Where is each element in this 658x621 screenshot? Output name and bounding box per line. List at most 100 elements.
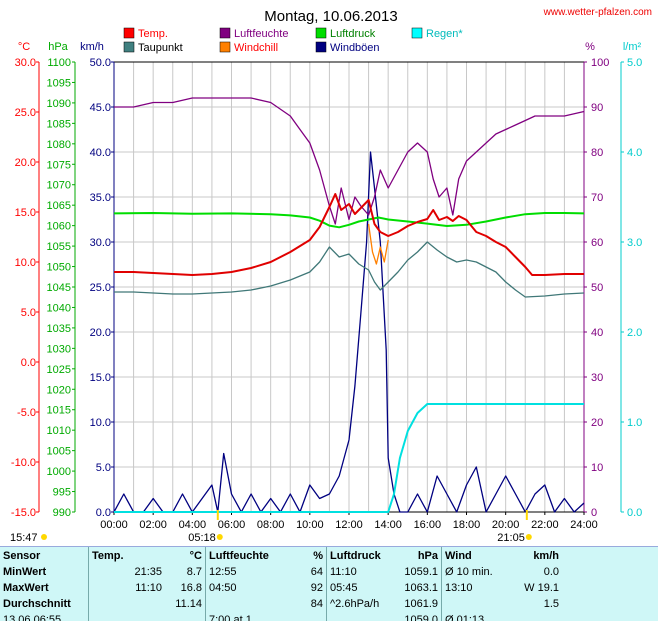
humidity-tick-label: 30 bbox=[591, 372, 603, 384]
wind-unit: km/h bbox=[80, 41, 104, 53]
series-windchill-line bbox=[367, 223, 389, 265]
pressure-tick-label: 1095 bbox=[47, 77, 71, 89]
series-windböen-line bbox=[113, 151, 585, 513]
temp-unit: °C bbox=[18, 41, 30, 53]
pressure-tick-label: 1040 bbox=[47, 302, 71, 314]
x-tick-label: 06:00 bbox=[218, 519, 246, 531]
statistics-panel: Sensor Temp. °C Luftfeuchte % Luftdruck … bbox=[0, 546, 658, 621]
stats-row-max: MaxWert 11:10 16.8 04:50 92 05:45 1063.1… bbox=[0, 580, 562, 596]
pressure-tick-label: 1050 bbox=[47, 262, 71, 274]
rain-axis: 5.0 4.0 3.0 2.0 1.0 0.0 l/m² bbox=[620, 41, 642, 519]
humidity-tick-label: 80 bbox=[591, 147, 603, 159]
x-tick-label: 18:00 bbox=[453, 519, 481, 531]
site-link[interactable]: www.wetter-pfalzen.com bbox=[543, 7, 652, 18]
stats-header-temp-unit: °C bbox=[189, 549, 202, 562]
pressure-tick-label: 995 bbox=[53, 487, 71, 499]
temp-tick-label: 0.0 bbox=[21, 357, 36, 369]
legend-label: Windböen bbox=[330, 42, 380, 54]
pressure-tick-label: 1060 bbox=[47, 221, 71, 233]
stats-cell bbox=[88, 612, 165, 621]
stats-cell: 1063.1 bbox=[404, 582, 438, 594]
legend-label: Windchill bbox=[234, 42, 278, 54]
legend-label: Luftdruck bbox=[330, 28, 376, 40]
temp-tick-label: -10.0 bbox=[11, 457, 36, 469]
rain-tick-label: 3.0 bbox=[627, 237, 642, 249]
legend-label: Temp. bbox=[138, 28, 168, 40]
stats-cell: 84 bbox=[310, 598, 323, 610]
stats-cell: 64 bbox=[310, 566, 323, 578]
sun-time-label: 21:05 bbox=[497, 532, 525, 544]
stats-cell: W 19.1 bbox=[524, 582, 559, 594]
pressure-tick-label: 1045 bbox=[47, 282, 71, 294]
rain-tick-label: 2.0 bbox=[627, 327, 642, 339]
pressure-unit: hPa bbox=[48, 41, 68, 53]
legend-label: Regen* bbox=[426, 28, 463, 40]
sun-time-label: 05:18 bbox=[188, 532, 216, 544]
wind-tick-label: 25.0 bbox=[90, 282, 111, 294]
stats-cell: Ø 10 min. bbox=[441, 564, 512, 580]
stats-cell: 11.14 bbox=[175, 598, 202, 610]
x-tick-label: 24:00 bbox=[570, 519, 598, 531]
temperature-axis: 30.0 25.0 20.0 15.0 10.0 5.0 0.0 -5.0 -10.0 -15.0… bbox=[11, 41, 40, 519]
temp-tick-label: -5.0 bbox=[17, 407, 36, 419]
x-tick-label: 16:00 bbox=[414, 519, 442, 531]
pressure-tick-label: 1090 bbox=[47, 98, 71, 110]
stats-cell: 1059.0 bbox=[404, 614, 438, 621]
legend-swatch bbox=[315, 27, 327, 39]
stats-header-row: Sensor Temp. °C Luftfeuchte % Luftdruck … bbox=[0, 547, 562, 564]
x-tick-label: 12:00 bbox=[335, 519, 363, 531]
sun-icon bbox=[525, 534, 532, 540]
stats-header-wind: Wind bbox=[441, 547, 512, 564]
legend-swatch bbox=[411, 27, 423, 39]
x-tick-label: 20:00 bbox=[492, 519, 520, 531]
rain-tick-label: 5.0 bbox=[627, 57, 642, 69]
stats-cell bbox=[88, 596, 165, 612]
legend-label: Taupunkt bbox=[138, 42, 183, 54]
stats-cell: 12:55 bbox=[205, 564, 302, 580]
sun-icon bbox=[216, 534, 223, 540]
humidity-tick-label: 0 bbox=[591, 507, 597, 519]
temp-tick-label: 15.0 bbox=[15, 207, 36, 219]
humidity-tick-label: 20 bbox=[591, 417, 603, 429]
wind-tick-label: 15.0 bbox=[90, 372, 111, 384]
pressure-tick-label: 1010 bbox=[47, 425, 71, 437]
series-luftfeuchte-line bbox=[114, 97, 585, 225]
stats-cell: ^2.6hPa/h bbox=[326, 596, 397, 612]
pressure-tick-label: 1075 bbox=[47, 159, 71, 171]
pressure-tick-label: 1005 bbox=[47, 446, 71, 458]
temp-tick-label: -15.0 bbox=[11, 507, 36, 519]
stats-header-sensor: Sensor bbox=[3, 549, 41, 562]
weather-chart: Montag, 10.06.2013 www.wetter-pfalzen.co… bbox=[10, 7, 652, 544]
stats-header-temp: Temp. bbox=[88, 547, 165, 564]
x-tick-label: 00:00 bbox=[100, 519, 128, 531]
x-tick-label: 14:00 bbox=[374, 519, 402, 531]
humidity-tick-label: 70 bbox=[591, 192, 603, 204]
stats-row-label: MinWert bbox=[3, 566, 47, 578]
pressure-tick-label: 1020 bbox=[47, 384, 71, 396]
temp-tick-label: 10.0 bbox=[15, 257, 36, 269]
pressure-tick-label: 1025 bbox=[47, 364, 71, 376]
statistics-table: Sensor Temp. °C Luftfeuchte % Luftdruck … bbox=[0, 547, 562, 621]
stats-cell: 1.5 bbox=[543, 598, 559, 610]
temp-tick-label: 25.0 bbox=[15, 107, 36, 119]
sun-markers: 15:47 05:18 21:05 bbox=[10, 510, 532, 544]
stats-cell: 11:10 bbox=[326, 564, 397, 580]
stats-row-label: Durchschnitt bbox=[3, 598, 71, 610]
stats-row-label: 13.06 06:55 bbox=[3, 614, 62, 621]
pressure-tick-label: 990 bbox=[53, 507, 71, 519]
wind-tick-label: 45.0 bbox=[90, 102, 111, 114]
stats-header-pressure: Luftdruck bbox=[326, 547, 397, 564]
wind-tick-label: 40.0 bbox=[90, 147, 111, 159]
legend-swatch bbox=[123, 41, 135, 53]
stats-cell: 8.7 bbox=[186, 566, 202, 578]
wind-tick-label: 20.0 bbox=[90, 327, 111, 339]
chart-legend: Temp. Luftfeuchte Luftdruck Regen* Taupunkt W… bbox=[123, 27, 463, 54]
humidity-tick-label: 50 bbox=[591, 282, 603, 294]
wind-tick-label: 50.0 bbox=[90, 57, 111, 69]
legend-swatch bbox=[219, 41, 231, 53]
rain-unit: l/m² bbox=[623, 41, 642, 53]
pressure-tick-label: 1100 bbox=[47, 57, 71, 69]
wind-tick-label: 30.0 bbox=[90, 237, 111, 249]
x-tick-label: 02:00 bbox=[139, 519, 167, 531]
